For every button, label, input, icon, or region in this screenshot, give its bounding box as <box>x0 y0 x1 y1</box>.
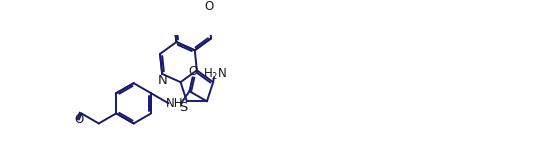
Text: NH: NH <box>166 97 183 110</box>
Text: O: O <box>189 65 198 78</box>
Text: S: S <box>179 101 187 114</box>
Text: O: O <box>204 0 214 13</box>
Text: H$_2$N: H$_2$N <box>203 67 227 82</box>
Text: N: N <box>157 74 167 87</box>
Text: O: O <box>74 113 84 126</box>
